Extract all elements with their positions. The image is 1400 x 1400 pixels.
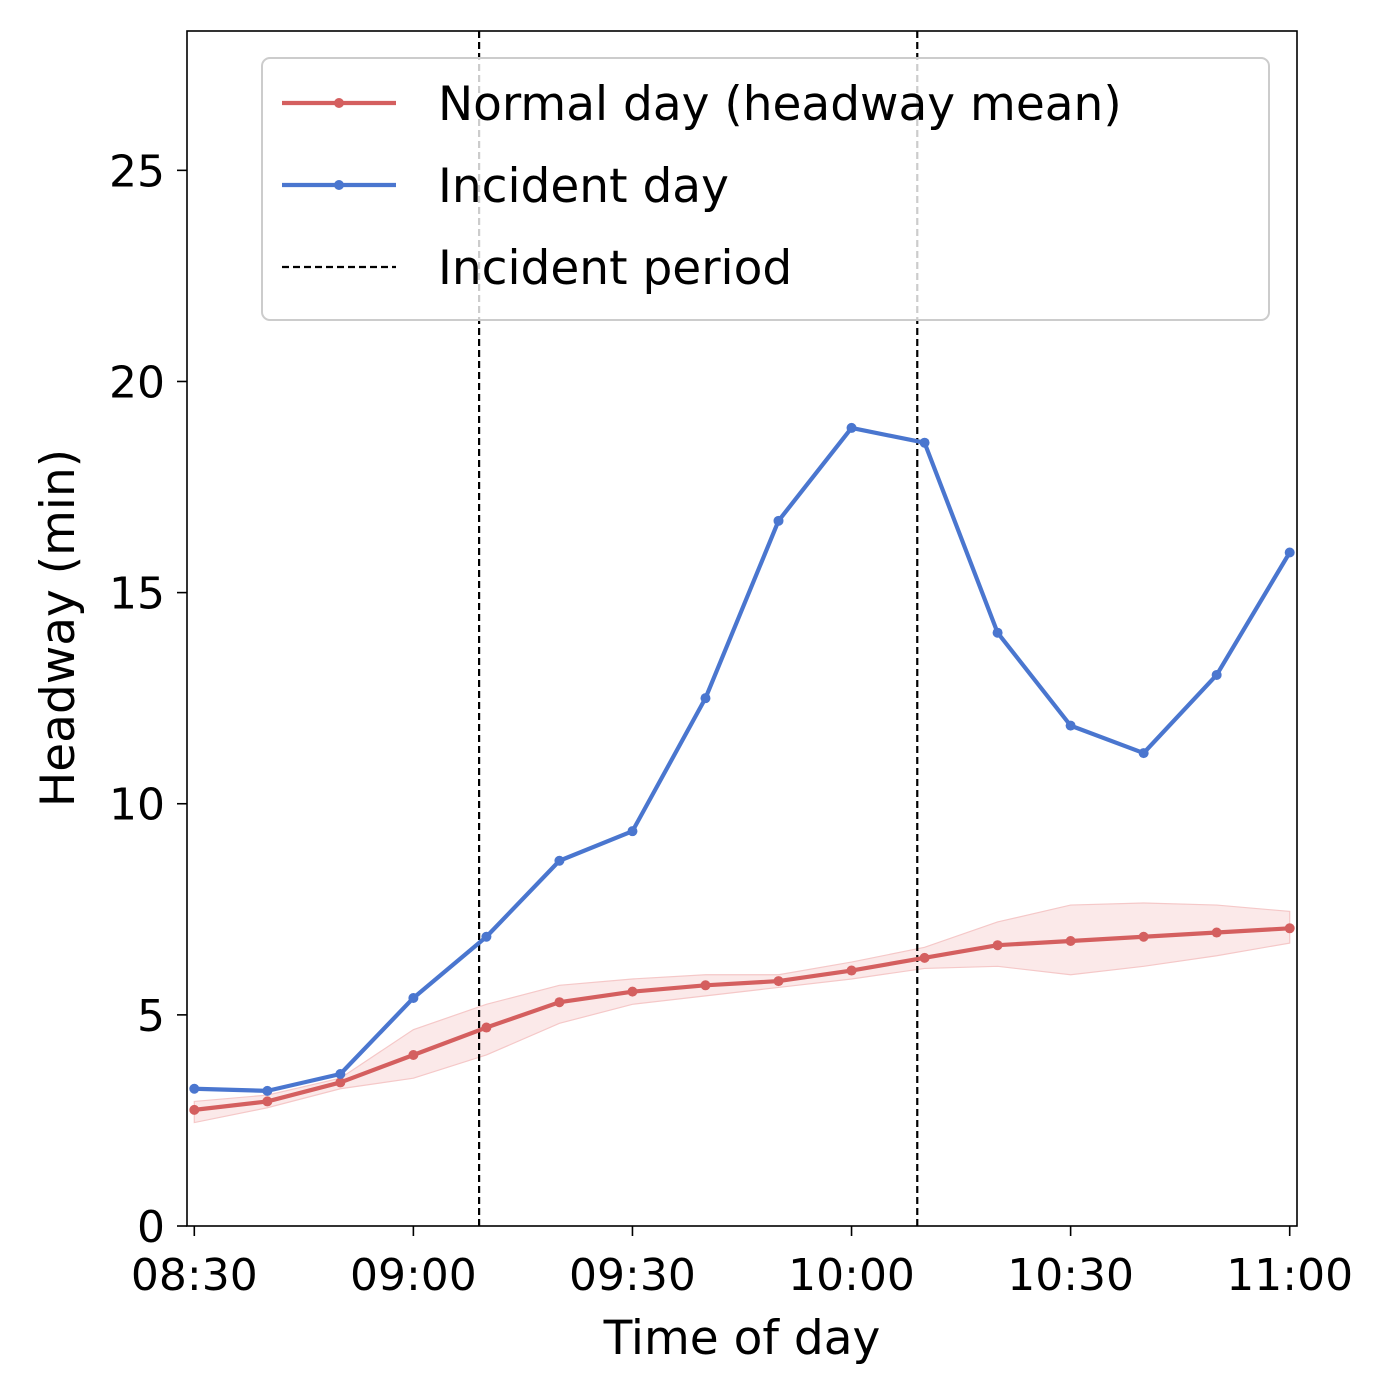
data-point-s1-3 [408,992,419,1003]
x-tick-label-3: 10:00 [788,1250,915,1301]
band-series-0 [193,902,1291,1124]
x-tick-label-1: 09:00 [350,1250,477,1301]
x-tick-label-5: 11:00 [1226,1250,1353,1301]
x-tick-label-2: 09:30 [569,1250,696,1301]
data-point-s0-0 [189,1104,200,1115]
legend-label-2: Incident period [438,241,792,296]
series-layer [189,422,1295,1115]
data-point-s1-15 [1284,547,1295,558]
y-tick-label-2: 10 [109,780,165,831]
data-point-s0-9 [846,965,857,976]
data-point-s1-2 [335,1068,346,1079]
legend: Normal day (headway mean) Incident day Inc… [261,57,1270,321]
data-point-s0-4 [481,1022,492,1033]
legend-marker-1 [334,180,344,190]
data-point-s0-13 [1138,931,1149,942]
data-point-s0-8 [773,976,784,987]
series-line-1 [192,425,1292,1093]
data-point-s0-1 [262,1096,273,1107]
data-point-s1-11 [992,627,1003,638]
y-tick-label-5: 25 [109,146,165,197]
data-point-s0-14 [1211,927,1222,938]
data-point-s1-6 [627,826,638,837]
data-point-s1-5 [554,855,565,866]
data-point-s1-13 [1138,748,1149,759]
legend-frame [261,57,1270,321]
data-point-s1-4 [481,931,492,942]
legend-entry-1: Incident day [282,159,729,214]
data-point-s0-15 [1284,923,1295,934]
data-point-s0-7 [700,980,711,991]
data-point-s0-6 [627,986,638,997]
legend-entry-2: Incident period [282,241,792,296]
x-axis-ticks: 08:30 09:00 09:30 10:00 10:30 11:00 [131,1226,1353,1301]
legend-label-0: Normal day (headway mean) [438,77,1122,132]
y-tick-label-3: 15 [109,569,165,620]
y-tick-label-0: 0 [137,1202,165,1253]
x-tick-label-0: 08:30 [131,1250,258,1301]
y-tick-label-4: 20 [109,357,165,408]
data-point-s1-14 [1211,669,1222,680]
x-axis-label: Time of day [603,1311,881,1366]
data-point-s1-12 [1065,720,1076,731]
y-axis-ticks: 0 5 10 15 20 25 [109,146,187,1253]
data-point-s1-9 [846,422,857,433]
data-point-s1-10 [919,437,930,448]
y-axis-label: Headway (min) [31,449,86,807]
data-point-s0-11 [992,940,1003,951]
data-point-s1-8 [773,515,784,526]
y-tick-label-1: 5 [137,991,165,1042]
series-0 [189,923,1295,1115]
legend-marker-0 [334,98,344,108]
data-point-s1-7 [700,693,711,704]
series-1 [189,422,1295,1096]
x-tick-label-4: 10:30 [1007,1250,1134,1301]
data-point-s1-0 [189,1083,200,1094]
legend-entry-0: Normal day (headway mean) [282,77,1122,132]
data-point-s0-5 [554,997,565,1008]
data-point-s0-12 [1065,935,1076,946]
data-point-s0-2 [335,1077,346,1088]
confidence-band-layer [193,902,1291,1124]
data-point-s0-10 [919,952,930,963]
data-point-s0-3 [408,1049,419,1060]
plot-area-frame [186,30,1298,1227]
legend-label-1: Incident day [438,159,729,214]
series-line-0 [192,926,1292,1112]
data-point-s1-1 [262,1085,273,1096]
